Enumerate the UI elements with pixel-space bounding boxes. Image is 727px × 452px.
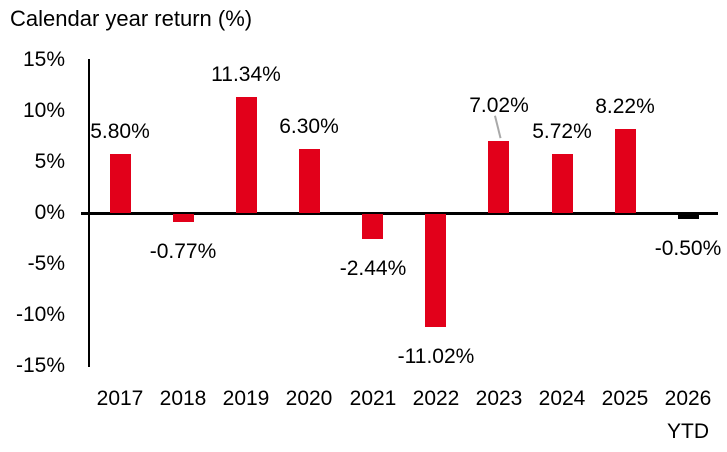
bar-2025 [615, 129, 636, 213]
value-label-2024: 5.72% [532, 120, 592, 143]
bar-2020 [299, 149, 320, 213]
bar-2024 [552, 154, 573, 213]
bar-2022 [425, 214, 446, 327]
chart-title: Calendar year return (%) [10, 6, 253, 31]
x-axis-label-2018: 2018 [159, 387, 207, 410]
value-label-2017: 5.80% [90, 120, 150, 143]
y-tick-label--10pct: -10% [15, 303, 65, 326]
bar-2026 [678, 214, 699, 219]
bar-2018 [173, 214, 194, 222]
value-label-2026: -0.50% [654, 237, 722, 260]
x-axis-label-2026: 2026 [664, 387, 712, 410]
bar-2021 [362, 214, 383, 239]
value-label-2025: 8.22% [595, 95, 655, 118]
bar-2023 [488, 141, 509, 213]
y-tick-label-0pct: 0% [34, 201, 65, 224]
x-axis-label-2023: 2023 [475, 387, 523, 410]
zero-baseline [81, 212, 718, 215]
x-axis-label-2020: 2020 [285, 387, 333, 410]
x-axis-label-2024: 2024 [538, 387, 586, 410]
x-axis-label-2025: 2025 [601, 387, 649, 410]
value-label-2019: 11.34% [211, 63, 281, 86]
x-axis-sublabel-2026: YTD [667, 420, 709, 443]
y-tick-label-10pct: 10% [22, 99, 65, 122]
bar-2017 [110, 154, 131, 213]
x-axis-label-2022: 2022 [412, 387, 460, 410]
x-axis-label-2017: 2017 [96, 387, 144, 410]
y-tick-label-5pct: 5% [34, 150, 65, 173]
value-label-2022: -11.02% [397, 345, 475, 368]
bar-2019 [236, 97, 257, 213]
value-label-2021: -2.44% [339, 257, 407, 280]
x-axis-label-2019: 2019 [222, 387, 270, 410]
y-tick-label--5pct: -5% [27, 252, 65, 275]
x-axis-label-2021: 2021 [349, 387, 397, 410]
value-label-2020: 6.30% [279, 115, 339, 138]
value-label-2023: 7.02% [469, 94, 529, 117]
y-tick-label--15pct: -15% [15, 354, 65, 377]
y-tick-label-15pct: 15% [22, 48, 65, 71]
value-label-2018: -0.77% [149, 240, 217, 263]
